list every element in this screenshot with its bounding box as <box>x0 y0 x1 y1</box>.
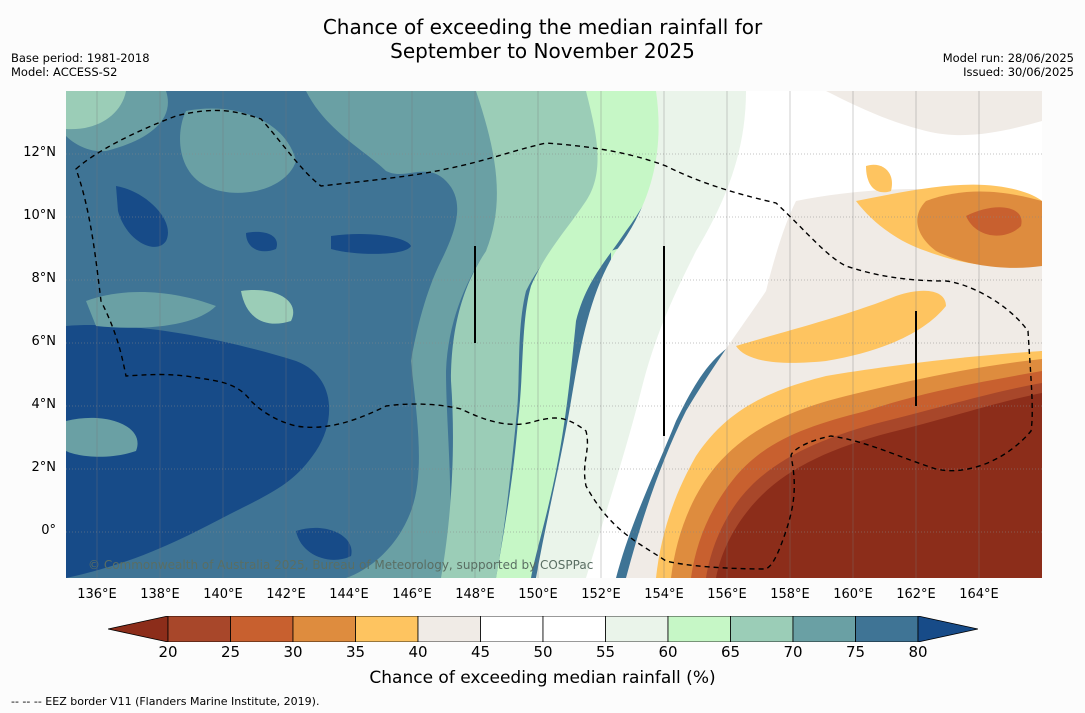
colorbar-title: Chance of exceeding median rainfall (%) <box>369 668 716 688</box>
colorbar-tick-label: 45 <box>470 643 491 661</box>
colorbar-svg <box>107 615 979 643</box>
x-label-164e: 164°E <box>959 587 999 602</box>
x-label-138e: 138°E <box>140 587 180 602</box>
colorbar-tick-label: 65 <box>720 643 741 661</box>
base-period: Base period: 1981-2018 <box>11 51 150 65</box>
copyright-text: © Commonwealth of Australia 2025, Bureau… <box>88 558 594 572</box>
field-70-75-sw <box>66 417 138 457</box>
map-canvas <box>66 91 1042 578</box>
colorbar-segment <box>667 615 731 643</box>
colorbar-tick-label: 40 <box>408 643 428 661</box>
colorbar-segment <box>480 615 544 643</box>
y-label-12n: 12°N <box>23 145 56 160</box>
x-label-136e: 136°E <box>77 587 117 602</box>
boundary-markers <box>474 246 917 436</box>
issued-date: Issued: 30/06/2025 <box>963 65 1074 79</box>
colorbar-extend-high <box>917 615 979 643</box>
x-label-146e: 146°E <box>392 587 432 602</box>
colorbar-segment <box>292 615 356 643</box>
colorbar-tick-label: 60 <box>658 643 678 661</box>
x-label-140e: 140°E <box>203 587 243 602</box>
colorbar-segment <box>730 615 794 643</box>
x-label-162e: 162°E <box>896 587 936 602</box>
eez-footnote: -- -- -- EEZ border V11 (Flanders Marine… <box>11 695 320 708</box>
colorbar <box>107 615 979 643</box>
x-label-148e: 148°E <box>455 587 495 602</box>
colorbar-segment <box>542 615 606 643</box>
model-run: Model run: 28/06/2025 <box>942 51 1074 65</box>
field-80-plus-sw <box>66 325 330 578</box>
rainfall-map[interactable]: © Commonwealth of Australia 2025, Bureau… <box>66 91 1042 578</box>
field-25-30-north <box>966 207 1022 236</box>
colorbar-tick-label: 70 <box>783 643 803 661</box>
colorbar-tick-label: 80 <box>908 643 928 661</box>
colorbar-segment <box>417 615 481 643</box>
y-label-8n: 8°N <box>31 271 57 286</box>
y-label-2n: 2°N <box>31 460 57 475</box>
meta-right: Model run: 28/06/2025 Issued: 30/06/2025 <box>943 51 1074 79</box>
field-80-plus-north <box>331 234 411 254</box>
x-label-158e: 158°E <box>770 587 810 602</box>
x-label-150e: 150°E <box>518 587 558 602</box>
colorbar-tick-label: 30 <box>283 643 303 661</box>
field-65-70-patch-a <box>241 290 294 324</box>
field-70-75-west <box>86 291 216 328</box>
x-label-152e: 152°E <box>581 587 621 602</box>
title-line-2: September to November 2025 <box>390 39 695 63</box>
map-title: Chance of exceeding the median rainfall … <box>0 15 1085 63</box>
x-label-154e: 154°E <box>644 587 684 602</box>
colorbar-segment <box>792 615 856 643</box>
x-label-142e: 142°E <box>266 587 306 602</box>
field-70-75-north <box>180 108 296 193</box>
field-80-plus-south <box>296 527 352 560</box>
colorbar-tick-label: 50 <box>533 643 553 661</box>
gridlines <box>66 153 1042 533</box>
x-label-160e: 160°E <box>833 587 873 602</box>
x-label-144e: 144°E <box>329 587 369 602</box>
y-label-10n: 10°N <box>23 208 56 223</box>
field-65-70-corner <box>66 91 126 130</box>
colorbar-tick-label: 25 <box>220 643 241 661</box>
colorbar-segment <box>855 615 919 643</box>
colorbar-tick-label: 55 <box>595 643 616 661</box>
field-35-40-patch <box>866 164 892 193</box>
y-label-6n: 6°N <box>31 334 57 349</box>
colorbar-segment <box>355 615 419 643</box>
field-70-75-central <box>66 91 506 578</box>
colorbar-segment <box>230 615 294 643</box>
x-label-156e: 156°E <box>707 587 747 602</box>
eez-border <box>75 109 1033 570</box>
colorbar-tick-label: 20 <box>158 643 178 661</box>
field-40-45-north <box>826 91 1042 136</box>
colorbar-tick-label: 75 <box>845 643 866 661</box>
y-label-0: 0° <box>41 523 56 538</box>
field-80-plus-nw <box>116 186 168 247</box>
colorbar-extend-low <box>107 615 169 643</box>
colorbar-segment <box>167 615 231 643</box>
colorbar-tick-label: 35 <box>345 643 366 661</box>
colorbar-segment <box>605 615 669 643</box>
field-35-40-band <box>736 290 946 363</box>
y-label-4n: 4°N <box>31 397 57 412</box>
title-line-1: Chance of exceeding the median rainfall … <box>322 15 763 39</box>
field-80-plus-patch <box>246 231 277 252</box>
meta-left: Base period: 1981-2018 Model: ACCESS-S2 <box>11 51 150 79</box>
field-60-65 <box>496 91 686 578</box>
field-55-60 <box>536 91 766 578</box>
model-name: Model: ACCESS-S2 <box>11 65 118 79</box>
field-65-70 <box>441 91 636 578</box>
